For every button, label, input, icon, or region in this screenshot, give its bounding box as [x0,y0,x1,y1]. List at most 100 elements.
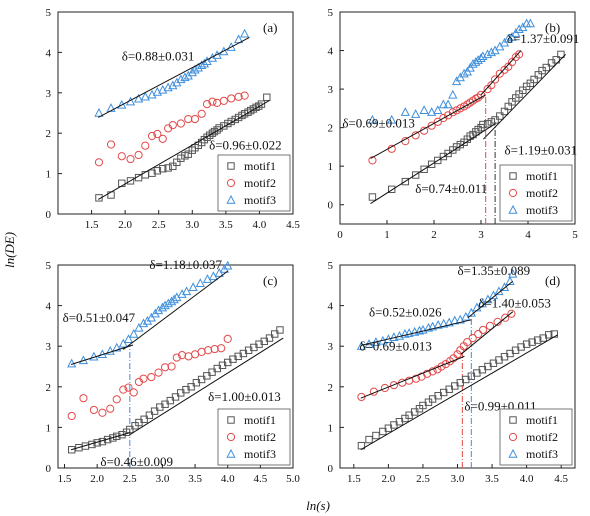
y-tick-label: 5 [328,7,334,19]
data-point [419,105,429,114]
data-point [485,321,495,330]
data-point [474,329,483,339]
y-tick-label: 5 [328,260,334,272]
data-point [79,394,88,403]
legend-marker [226,448,236,458]
x-tick-label: 0 [337,229,343,241]
data-point [240,28,250,38]
legend-marker [227,416,235,424]
data-point [368,193,377,201]
data-point [365,435,373,444]
series-motif3 [367,18,535,124]
slope-annotation: δ=0.69±0.013 [342,116,415,131]
slope-annotation: δ=0.88±0.031 [122,48,195,63]
data-point [184,114,193,124]
legend-label: motif2 [244,176,276,190]
data-point [160,300,170,310]
data-point [177,289,187,298]
data-point [441,359,450,369]
x-tick-label: 4.5 [253,473,267,485]
data-point [427,321,438,331]
legend-label: motif2 [526,186,558,200]
data-point [153,129,162,139]
data-point [514,24,524,34]
data-point [501,313,510,322]
data-point [271,330,279,338]
legend-marker [508,432,518,442]
x-axis-title: ln(s) [306,498,330,513]
data-point [123,334,134,343]
data-point [227,117,235,126]
data-point [389,381,399,390]
data-point [263,93,271,101]
x-tick-label: 2.0 [90,473,104,485]
x-tick-label: 5 [572,229,578,241]
y-tick-label: 4 [46,47,52,59]
data-point [118,338,128,348]
data-point [522,340,531,348]
data-point [145,411,154,419]
data-point [482,49,493,59]
data-point [387,114,397,124]
slope-annotation: δ=0.69±0.013 [359,338,432,353]
data-point [487,118,496,126]
fit-line [98,100,270,200]
fit-line [467,280,514,319]
x-tick-label: 4.0 [221,473,235,485]
data-point [223,260,233,270]
data-point [257,100,266,108]
data-point [504,102,512,111]
fit-line [122,270,229,350]
y-tick-label: 3 [46,341,52,353]
legend-box [499,408,573,466]
fit-line [98,37,250,118]
data-point [219,46,229,56]
data-point [184,150,192,158]
data-point [500,107,509,116]
data-point [176,119,185,128]
panels: 1.5 2.0 2.5 3.0 3.5 4.0 4.5 0 1 2 3 4 5 δ=0.88±0.031 δ… [46,7,580,485]
x-tick-label: 2.5 [123,473,137,485]
data-point [448,89,458,99]
data-point [427,160,436,168]
fit-line [460,311,514,355]
x-tick-label: 3.0 [451,473,465,485]
x-tick-label: 3.5 [188,473,202,485]
slope-annotation: δ=0.51±0.047 [63,310,136,325]
data-point [420,165,428,173]
data-point [507,58,517,67]
data-point [203,133,211,141]
panel-label: (d) [545,273,560,288]
data-point [514,50,524,59]
data-point [444,317,454,327]
data-point [476,53,486,62]
legend-marker [226,432,236,442]
data-point [534,71,543,79]
data-point [422,369,432,378]
data-point [129,328,139,338]
y-tick-label: 4 [46,301,52,313]
data-point [438,99,449,109]
data-point [434,156,442,165]
plot-frame [57,11,294,215]
x-tick-label: 1.5 [85,219,99,231]
data-point [380,383,390,393]
y-tick-label: 4 [328,46,334,58]
data-point [171,393,180,401]
y-tick-label: 2 [46,382,52,394]
data-point [466,307,476,317]
fit-line [370,94,486,159]
slope-annotation: δ=1.18±0.037 [149,257,222,272]
data-point [202,100,212,109]
data-point [219,96,228,105]
data-point [195,278,205,287]
data-point [147,89,157,99]
x-tick-label: 4.5 [554,473,568,485]
data-point [427,107,437,116]
y-tick-label: 2 [328,382,334,394]
data-point [463,338,472,347]
slope-annotation: δ=1.40±0.053 [478,296,551,311]
legend-label: motif1 [244,413,276,427]
data-point [197,109,206,118]
